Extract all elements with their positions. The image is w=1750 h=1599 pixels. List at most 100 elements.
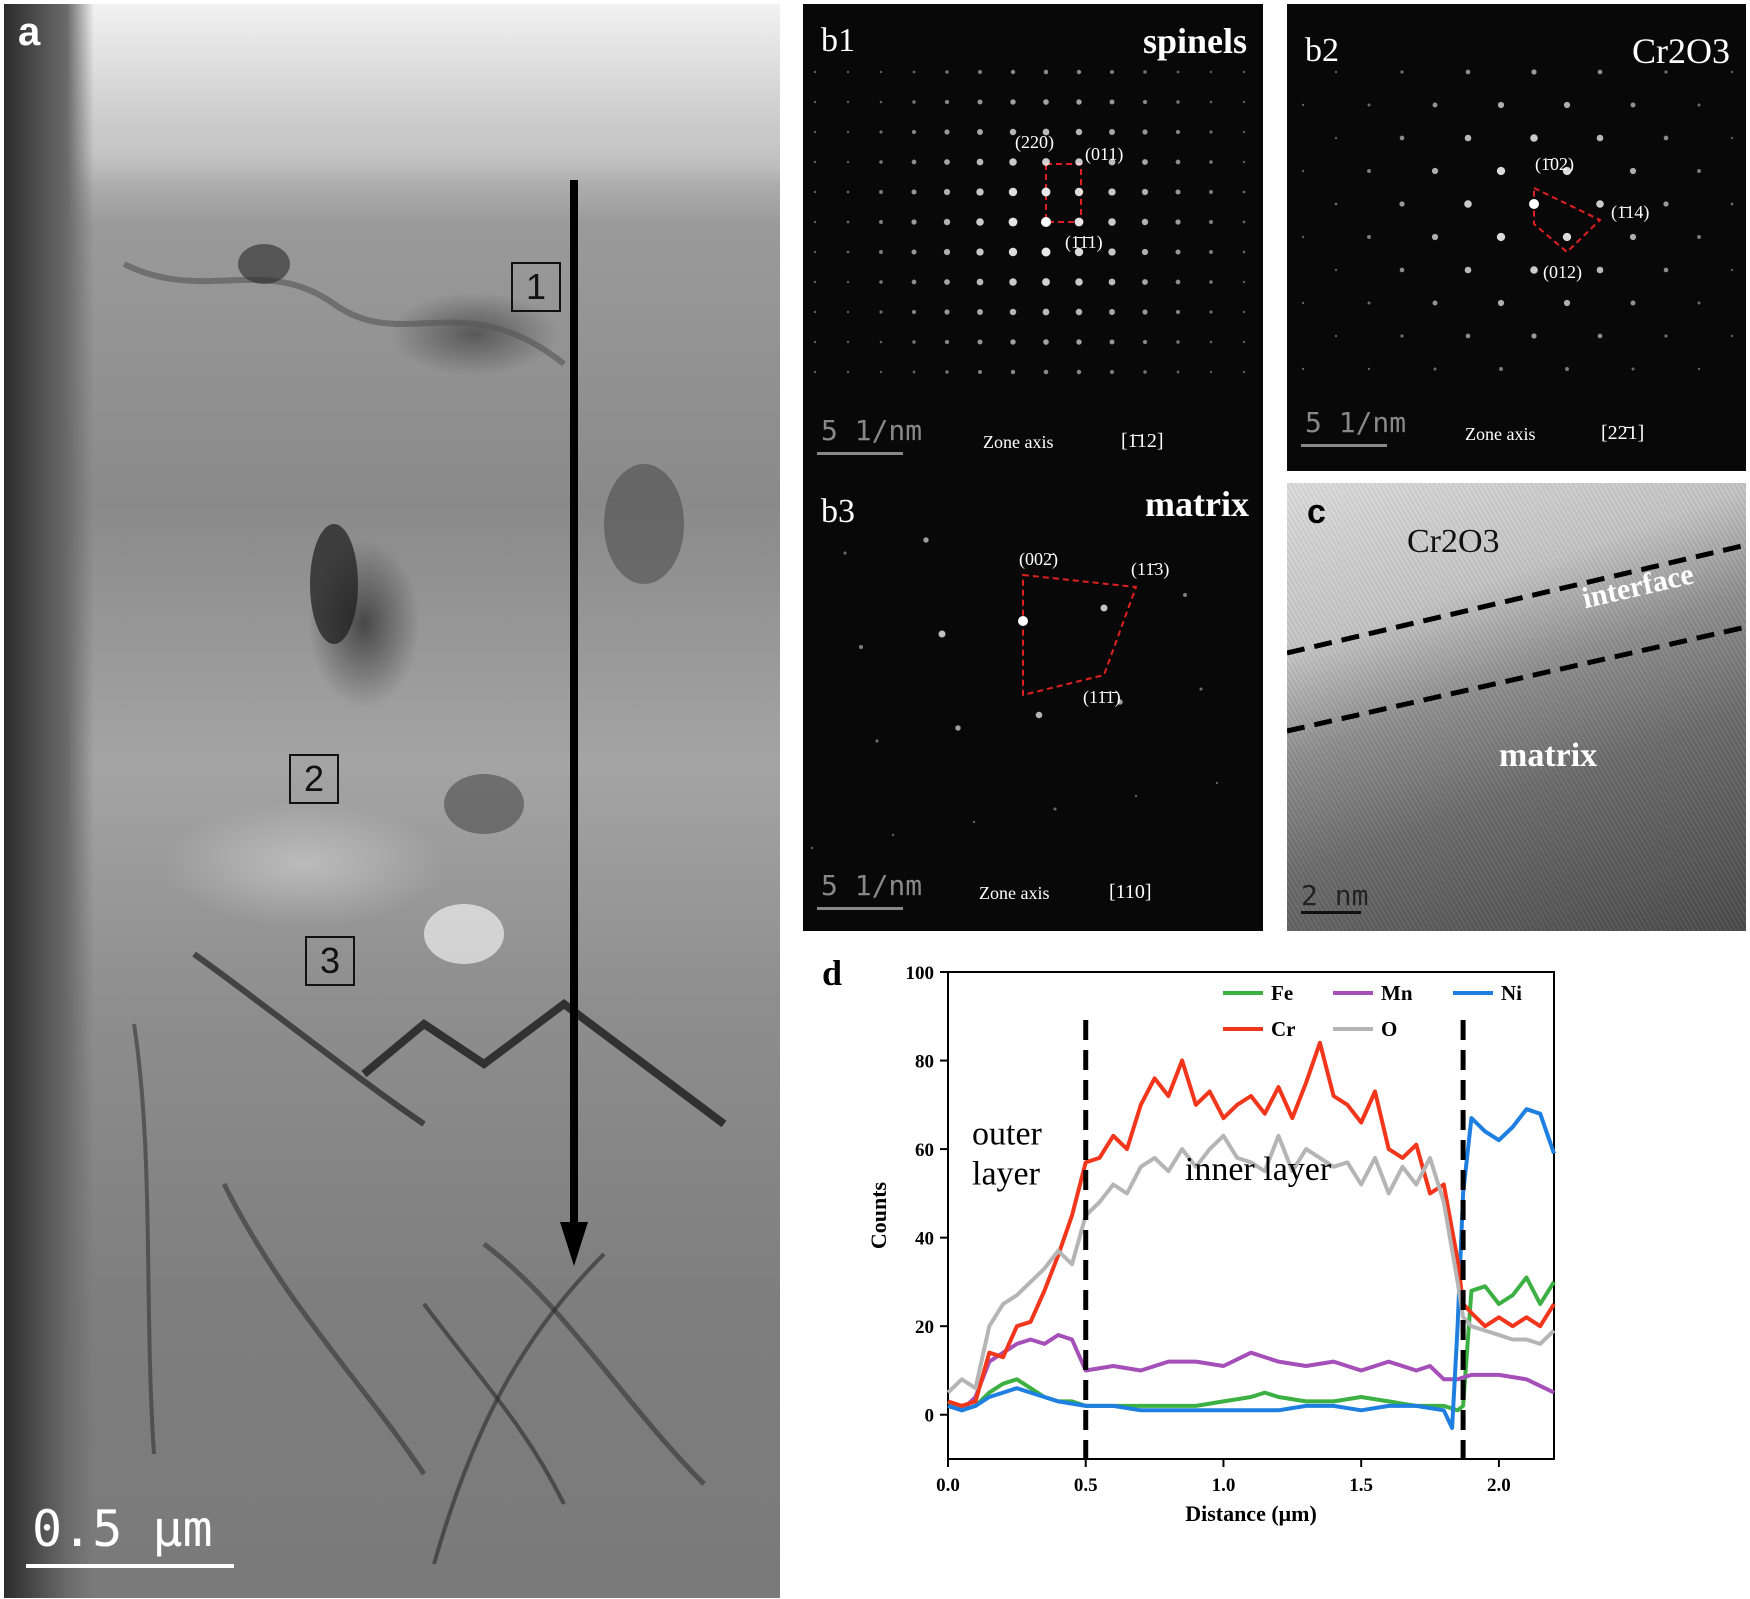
region-label-inner: inner layer — [1185, 1151, 1332, 1188]
diffraction-spot — [1053, 807, 1057, 811]
diffraction-spot — [813, 250, 817, 254]
diffraction-spot — [1043, 99, 1049, 105]
diffraction-spot — [879, 190, 883, 194]
series-line-ni — [947, 1107, 1556, 1430]
diffraction-spot — [1367, 169, 1371, 173]
diffraction-spot — [977, 99, 983, 105]
diffraction-spot — [1109, 69, 1115, 75]
scale-bar-label: 5 1/nm — [821, 869, 923, 902]
zone-axis-label: Zone axis — [1465, 424, 1536, 444]
diffraction-spot — [1175, 279, 1181, 285]
diffraction-spot — [1209, 340, 1213, 344]
diffraction-spot — [1009, 128, 1017, 136]
diffraction-spot — [1175, 129, 1181, 135]
diffraction-spot — [1664, 70, 1668, 74]
legend-label: Fe — [1271, 981, 1293, 1005]
diffraction-spot — [912, 340, 916, 344]
diffraction-spot — [1042, 158, 1050, 166]
diffraction-spot — [943, 248, 951, 256]
diffraction-spot — [846, 250, 850, 254]
diffraction-spot — [1597, 69, 1603, 75]
diffraction-spot — [1043, 339, 1049, 345]
diffraction-spot — [912, 100, 916, 104]
diffraction-spot — [1076, 99, 1082, 105]
diffraction-spot — [1041, 247, 1051, 257]
x-tick-label: 2.0 — [1487, 1475, 1511, 1496]
diffraction-spot — [1301, 235, 1305, 239]
diffraction-spot — [858, 644, 864, 650]
panel-label: c — [1307, 493, 1326, 531]
region-box-3: 3 — [305, 936, 355, 986]
diffraction-spot — [977, 309, 983, 315]
diffraction-spot — [1199, 687, 1203, 691]
diffraction-spot — [846, 280, 850, 284]
diffraction-spot — [944, 159, 950, 165]
diffraction-spot — [1730, 334, 1734, 338]
diffraction-spot — [1464, 134, 1472, 142]
diffraction-spot — [1100, 604, 1108, 612]
zone-axis-index: [1̄12] — [1121, 430, 1164, 452]
diffraction-spot — [1697, 301, 1701, 305]
diffraction-spot — [1075, 278, 1083, 286]
diffraction-spot — [1035, 711, 1043, 719]
diffraction-spot — [977, 369, 983, 375]
diffraction-spot — [923, 537, 929, 543]
diffraction-spot — [846, 340, 850, 344]
panel-label: d — [822, 953, 843, 993]
diffraction-spot — [1465, 69, 1471, 75]
scale-bar-label: 2 nm — [1301, 879, 1369, 912]
diffraction-spot — [1175, 219, 1181, 225]
diffraction-spot — [1008, 217, 1018, 227]
diffraction-spot — [1431, 167, 1439, 175]
diffraction-spot — [891, 833, 895, 837]
diffraction-spot — [976, 188, 984, 196]
diffraction-spot — [1496, 166, 1506, 176]
diffraction-spot — [1464, 200, 1472, 208]
diffraction-pattern — [1301, 69, 1734, 371]
diffraction-spot — [1109, 339, 1115, 345]
diffraction-panel-b2: b2 Cr2O3 (1̄02) (1̄14) (012) Zone axis [… — [1287, 4, 1746, 471]
diffraction-spot — [1531, 333, 1537, 339]
series-line-mn — [947, 1333, 1555, 1413]
diffraction-spot — [1010, 69, 1016, 75]
diffraction-spot — [977, 129, 983, 135]
diffraction-spot — [846, 310, 850, 314]
diffraction-spot — [1367, 367, 1371, 371]
diffraction-spot — [1399, 267, 1405, 273]
diffraction-spot — [1242, 100, 1246, 104]
diffraction-spot — [1141, 218, 1149, 226]
unit-cell-outline — [1533, 186, 1602, 254]
series-line-cr — [947, 1040, 1556, 1408]
index-label: (11̄3) — [1131, 559, 1170, 579]
diffraction-spot — [1242, 310, 1246, 314]
diffraction-spot — [1175, 189, 1181, 195]
diffraction-spot — [1499, 367, 1503, 371]
diffraction-spot — [1209, 160, 1213, 164]
x-tick-label: 1.5 — [1349, 1475, 1373, 1496]
y-tick-label: 60 — [915, 1140, 934, 1161]
phase-title: matrix — [1145, 484, 1249, 524]
diffraction-spot — [955, 725, 961, 731]
diffraction-spot — [1242, 190, 1246, 194]
diffraction-spot — [972, 820, 976, 824]
diffraction-spot — [1432, 300, 1438, 306]
diffraction-spot — [1399, 135, 1405, 141]
diffraction-spot — [1075, 308, 1083, 316]
diffraction-spot — [1209, 220, 1213, 224]
diffraction-spot — [1142, 129, 1148, 135]
region-label-layer: layer — [972, 1156, 1041, 1193]
diffraction-spot — [1074, 247, 1084, 257]
y-axis-label: Counts — [866, 1181, 891, 1249]
x-tick-label: 1.0 — [1212, 1475, 1236, 1496]
diffraction-spot — [1663, 201, 1669, 207]
index-label: (11̄1̄) — [1083, 687, 1121, 707]
diffraction-spot — [813, 190, 817, 194]
series-line-o — [946, 1133, 1556, 1395]
diffraction-spot — [1143, 370, 1147, 374]
diffraction-spot — [1630, 102, 1636, 108]
region-box-1: 1 — [511, 262, 561, 312]
scale-bar — [817, 452, 903, 455]
diffraction-spot — [813, 160, 817, 164]
diffraction-spot — [1074, 187, 1084, 197]
diffraction-spot — [944, 309, 950, 315]
